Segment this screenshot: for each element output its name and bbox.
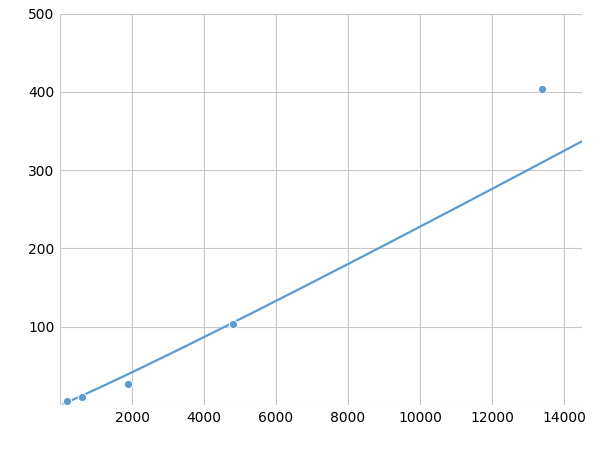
Point: [77, 394, 86, 401]
Point: [62, 397, 72, 405]
Point: [538, 86, 547, 93]
Point: [124, 380, 133, 387]
Point: [228, 321, 238, 328]
